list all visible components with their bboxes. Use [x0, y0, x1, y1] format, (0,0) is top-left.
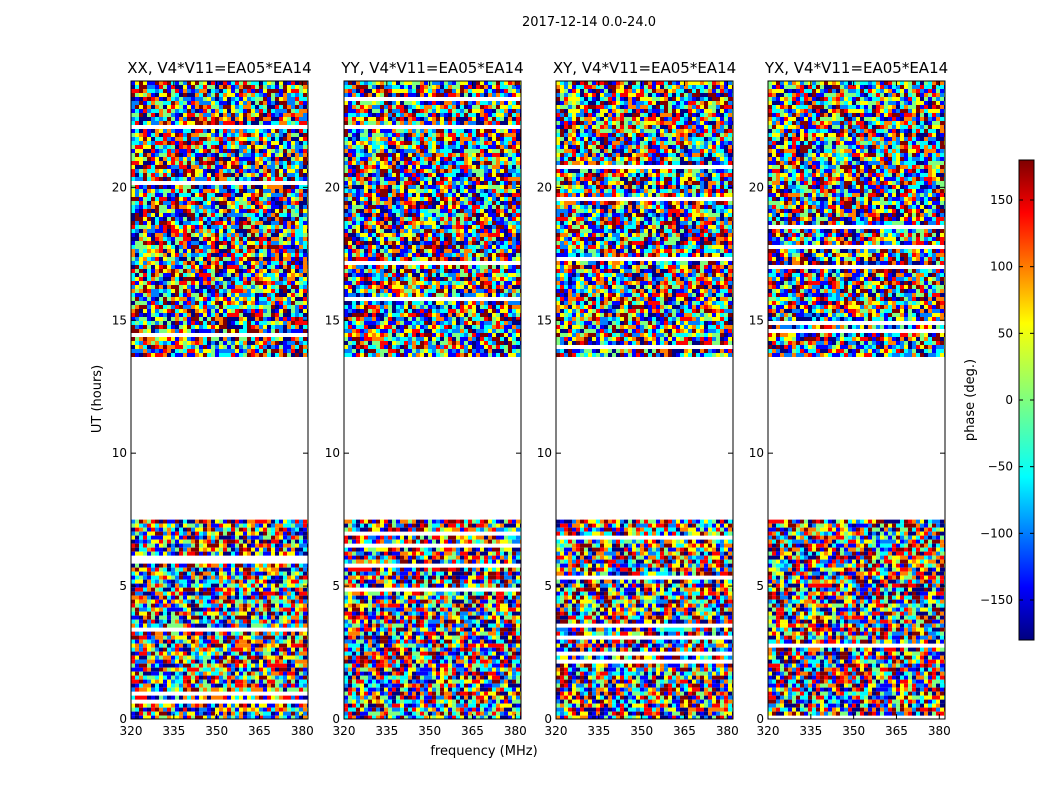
y-tick-label: 15	[325, 313, 340, 327]
y-tick-label: 20	[749, 180, 764, 194]
colorbar-tick-label: 50	[998, 326, 1013, 340]
colorbar-tick-label: 150	[990, 193, 1013, 207]
x-tick-label: 320	[333, 724, 356, 738]
y-tick-label: 15	[537, 313, 552, 327]
panel-title: XX, V4*V11=EA05*EA14	[127, 59, 311, 77]
x-tick-label: 350	[418, 724, 441, 738]
x-tick-label: 335	[162, 724, 185, 738]
y-tick-label: 10	[749, 446, 764, 460]
y-tick-label: 10	[112, 446, 127, 460]
x-tick-label: 365	[885, 724, 908, 738]
x-tick-label: 350	[205, 724, 228, 738]
colorbar-tick-label: −100	[980, 526, 1013, 540]
x-tick-label: 380	[716, 724, 739, 738]
x-axis-label: frequency (MHz)	[430, 744, 537, 759]
colorbar-label: phase (deg.)	[963, 359, 978, 441]
x-tick-label: 335	[587, 724, 610, 738]
x-tick-label: 365	[461, 724, 484, 738]
panel-4: YX, V4*V11=EA05*EA14 320 335 350 365 380 0 5 10 1…	[749, 59, 951, 738]
panel-title: YX, V4*V11=EA05*EA14	[764, 59, 948, 77]
x-tick-label: 380	[504, 724, 527, 738]
heatmap-cells	[344, 81, 521, 719]
y-tick-label: 0	[332, 712, 340, 726]
x-tick-label: 380	[928, 724, 951, 738]
y-tick-label: 5	[332, 579, 340, 593]
y-tick-label: 0	[119, 712, 127, 726]
x-tick-label: 335	[799, 724, 822, 738]
x-tick-label: 365	[673, 724, 696, 738]
colorbar-tick-label: −150	[980, 593, 1013, 607]
panel-3: XY, V4*V11=EA05*EA14 320 335 350 365 380 0 5 10 1…	[537, 59, 739, 738]
y-tick-label: 15	[112, 313, 127, 327]
axes-frame	[767, 80, 946, 720]
x-tick-label: 365	[248, 724, 271, 738]
y-tick-label: 20	[537, 180, 552, 194]
colorbar-tick-label: 0	[1005, 393, 1013, 407]
y-tick-label: 0	[544, 712, 552, 726]
y-tick-label: 5	[119, 579, 127, 593]
axes-frame	[343, 80, 522, 720]
y-tick-label: 20	[112, 180, 127, 194]
x-tick-label: 350	[630, 724, 653, 738]
x-tick-label: 320	[545, 724, 568, 738]
panel-1: XX, V4*V11=EA05*EA14 320 335 350 365 380 0 5 10 1…	[112, 59, 314, 738]
x-tick-label: 320	[120, 724, 143, 738]
suptitle: 2017-12-14 0.0-24.0	[522, 15, 656, 30]
axes-frame	[555, 80, 734, 720]
heatmap-cells	[131, 81, 308, 719]
x-tick-label: 320	[757, 724, 780, 738]
heatmap-cells	[768, 81, 945, 716]
panel-2: YY, V4*V11=EA05*EA14 320 335 350 365 380 0 5 10 1…	[325, 59, 527, 738]
panel-title: YY, V4*V11=EA05*EA14	[340, 59, 523, 77]
x-tick-label: 335	[375, 724, 398, 738]
colorbar: −150 −100 −50 0 50 100 150 phase (deg.)	[963, 159, 1035, 641]
x-tick-label: 380	[291, 724, 314, 738]
axes-frame	[130, 80, 309, 720]
colorbar-tick-label: 100	[990, 260, 1013, 274]
x-tick-label: 350	[842, 724, 865, 738]
y-tick-label: 5	[544, 579, 552, 593]
y-axis-label: UT (hours)	[90, 365, 105, 433]
y-tick-label: 5	[756, 579, 764, 593]
y-tick-label: 0	[756, 712, 764, 726]
colorbar-tick-label: −50	[988, 460, 1013, 474]
panels: XX, V4*V11=EA05*EA14 320 335 350 365 380 0 5 10 1…	[112, 59, 951, 738]
heatmap-cells	[556, 81, 733, 719]
y-tick-label: 20	[325, 180, 340, 194]
panel-title: XY, V4*V11=EA05*EA14	[553, 59, 736, 77]
y-tick-label: 15	[749, 313, 764, 327]
y-tick-label: 10	[537, 446, 552, 460]
y-tick-label: 10	[325, 446, 340, 460]
colorbar-ticks: −150 −100 −50 0 50 100 150	[980, 193, 1034, 607]
